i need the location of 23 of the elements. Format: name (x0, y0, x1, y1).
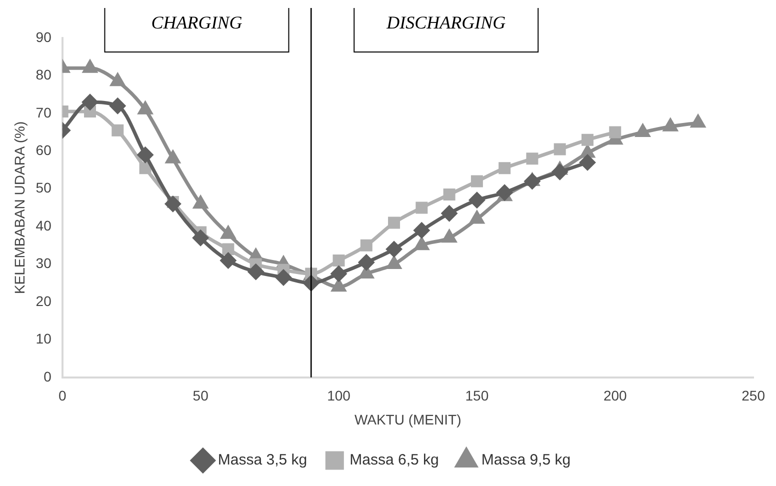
y-tick-label: 20 (36, 292, 52, 309)
x-axis-title: WAKTU (MENIT) (354, 411, 462, 428)
y-tick-label: 30 (36, 255, 52, 272)
y-tick-label: 10 (36, 330, 52, 347)
text: CHARGING (151, 12, 242, 33)
x-tick-label: 100 (327, 388, 351, 404)
legend-label: Massa 6,5 kg (350, 452, 439, 469)
x-tick-label: 0 (58, 388, 66, 404)
legend-label: Massa 9,5 kg (481, 452, 571, 469)
x-tick-label: 250 (742, 388, 766, 404)
y-tick-label: 60 (36, 142, 52, 158)
legend-label: Massa 3,5 kg (218, 452, 308, 469)
y-tick-label: 70 (36, 104, 52, 120)
y-tick-label: 90 (36, 28, 52, 45)
y-axis-title: KELEMBABAN UDARA (%) (11, 121, 28, 294)
y-tick-label: 50 (36, 180, 52, 196)
x-tick-label: 150 (465, 388, 489, 404)
y-tick-label: 0 (44, 368, 52, 384)
x-tick-label: 200 (603, 388, 628, 404)
x-tick-label: 50 (192, 388, 209, 404)
y-tick-label: 40 (36, 217, 52, 234)
text: DISCHARGING (386, 12, 506, 33)
y-tick-label: 80 (36, 66, 52, 83)
